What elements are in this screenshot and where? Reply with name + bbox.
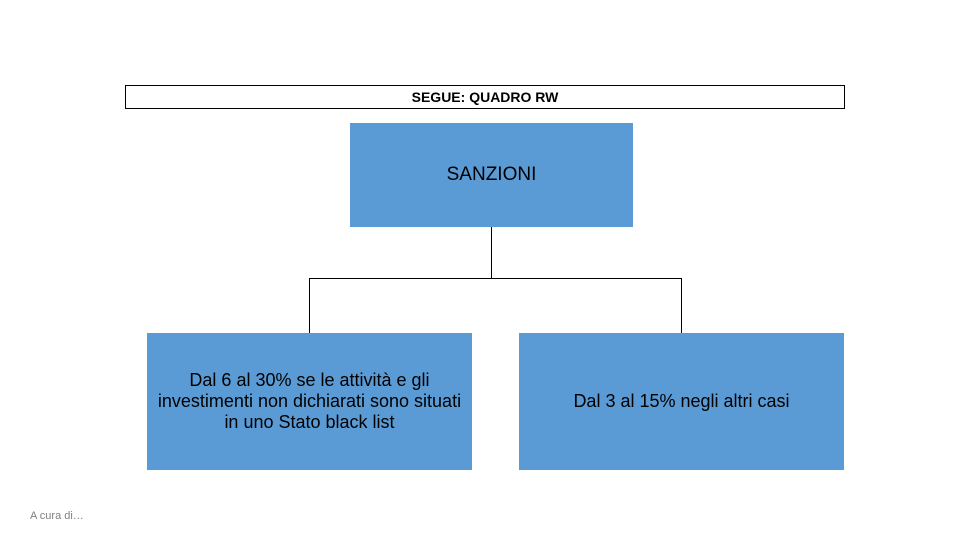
- child-node-1: Dal 3 al 15% negli altri casi: [519, 333, 844, 470]
- connector-vstem: [491, 227, 492, 278]
- title-text: SEGUE: QUADRO RW: [412, 89, 559, 105]
- footer-credit-text: A cura di…: [30, 510, 84, 522]
- connector-drop-1: [681, 278, 682, 333]
- title-box: SEGUE: QUADRO RW: [125, 85, 845, 109]
- root-node-label: SANZIONI: [447, 164, 537, 186]
- child-node-0-label: Dal 6 al 30% se le attività e gli invest…: [155, 370, 464, 433]
- child-node-1-label: Dal 3 al 15% negli altri casi: [573, 391, 789, 412]
- connector-hbar: [309, 278, 682, 279]
- child-node-0: Dal 6 al 30% se le attività e gli invest…: [147, 333, 472, 470]
- connector-drop-0: [309, 278, 310, 333]
- root-node-sanzioni: SANZIONI: [350, 123, 633, 227]
- footer-credit: A cura di…: [30, 510, 84, 522]
